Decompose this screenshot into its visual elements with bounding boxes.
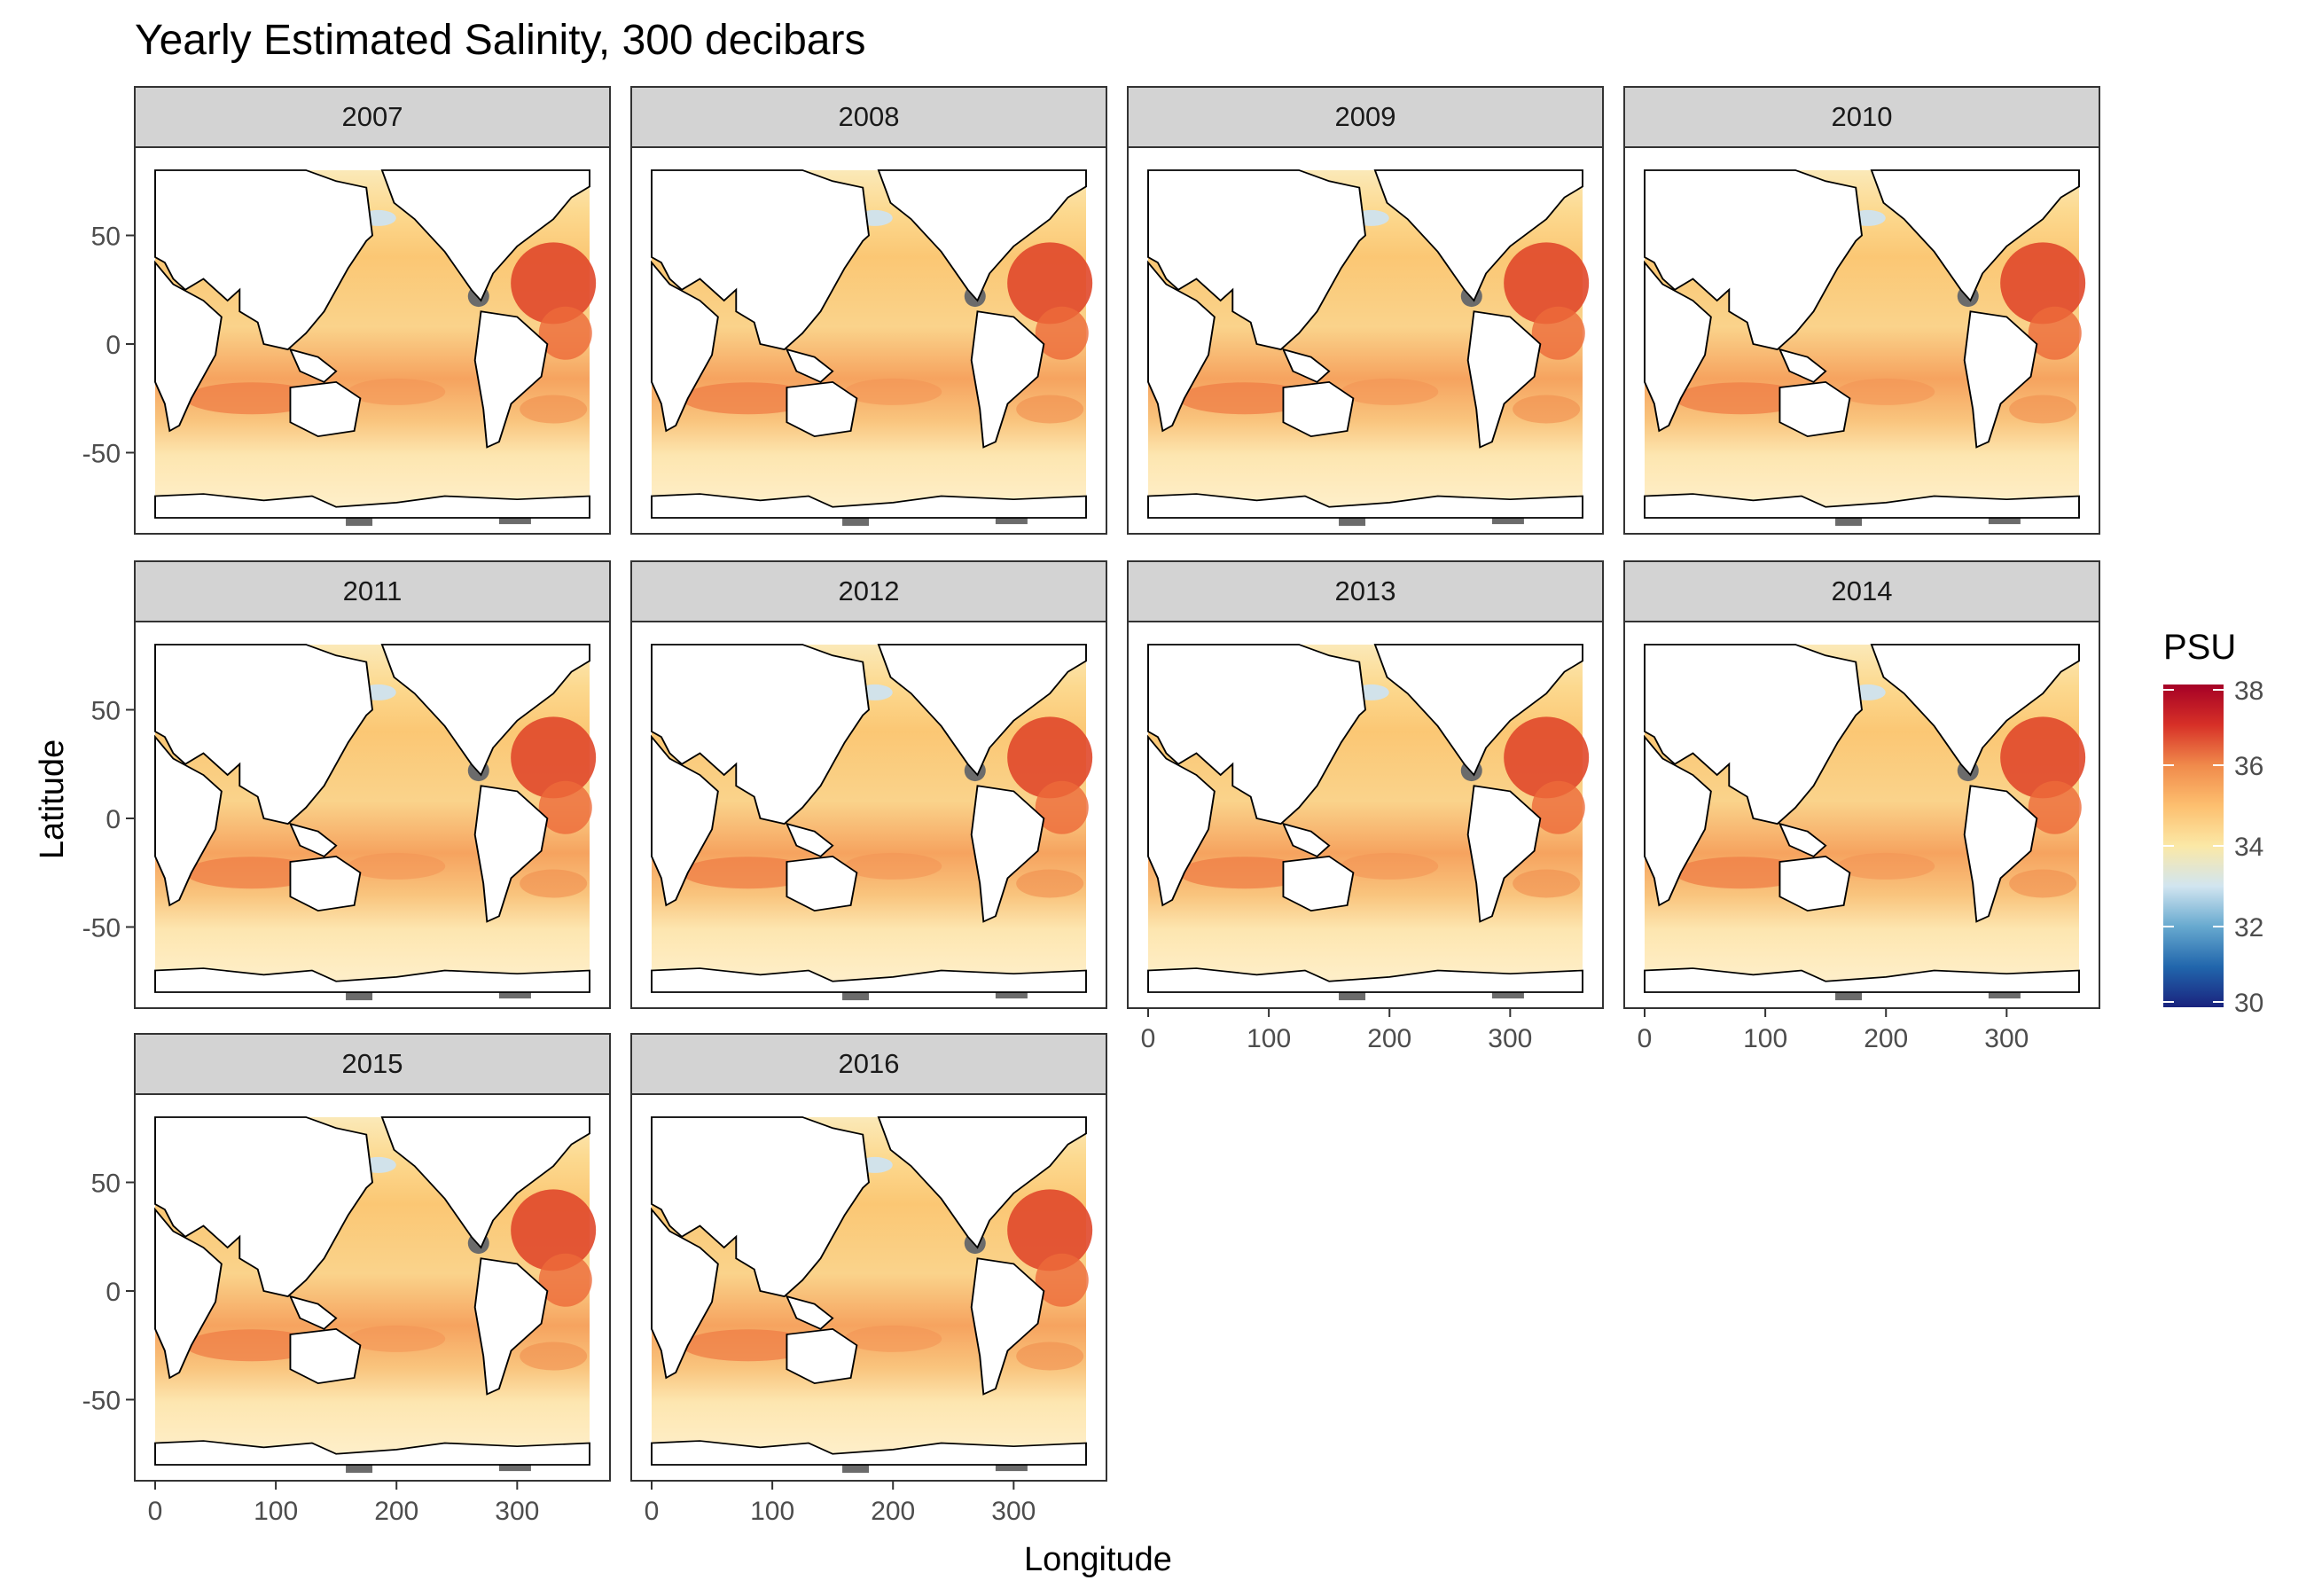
x-tick-label: 200: [1367, 1024, 1411, 1053]
y-tick-label: -50: [82, 1387, 121, 1416]
x-tick-label: 300: [495, 1497, 539, 1526]
legend-tick-label: 38: [2234, 677, 2263, 706]
facet-strip-label: 2008: [839, 101, 900, 132]
facet-strip: [1127, 560, 1604, 622]
y-tick-label: 0: [106, 1278, 121, 1307]
facet-plot-area: [1127, 146, 1604, 535]
facet-strip-label: 2014: [1832, 575, 1893, 606]
facet-panel-2014: 2014 0 100 200 300: [1623, 560, 2100, 1053]
legend-title: PSU: [2163, 628, 2237, 667]
salinity-raster: [651, 644, 1093, 1001]
x-tick-label: 300: [1488, 1024, 1532, 1053]
legend-tick-label: 32: [2234, 913, 2263, 943]
facet-panel-2013: 2013 0 100 200 300: [1127, 560, 1604, 1053]
facet-strip-label: 2009: [1335, 101, 1396, 132]
facet-strip-label: 2007: [342, 101, 403, 132]
x-axis-title: Longitude: [1024, 1541, 1172, 1578]
facet-plot-area: 0 100 200 300: [630, 1093, 1107, 1526]
salinity-raster: [651, 1116, 1093, 1474]
salinity-raster: [154, 1116, 597, 1474]
facet-panel-2011: 2011 50 0 -50: [82, 560, 611, 1009]
facet-strip-label: 2012: [839, 575, 900, 606]
facet-strip-label: 2016: [839, 1048, 900, 1079]
facet-plot-area: [1623, 146, 2100, 535]
y-tick-label: 50: [91, 697, 121, 726]
facet-strip: [1623, 86, 2100, 148]
color-legend: 38 36 34 32 30: [2163, 677, 2263, 1018]
x-tick-label: 100: [1247, 1024, 1291, 1053]
facet-strip-label: 2010: [1832, 101, 1893, 132]
salinity-raster: [154, 644, 597, 1001]
salinity-raster: [1644, 169, 2086, 527]
y-tick-label: -50: [82, 440, 121, 469]
x-tick-label: 300: [991, 1497, 1036, 1526]
x-tick-label: 100: [750, 1497, 794, 1526]
y-tick-label: 0: [106, 805, 121, 834]
x-tick-label: 300: [1984, 1024, 2029, 1053]
chart-title: Yearly Estimated Salinity, 300 decibars: [135, 17, 866, 64]
salinity-raster: [1147, 644, 1590, 1001]
facet-strip: [134, 86, 611, 148]
legend-tick-label: 36: [2234, 752, 2263, 781]
facet-panel-2015: 2015 50 0 -50 0 100 200 300: [82, 1033, 611, 1526]
y-tick-label: 0: [106, 331, 121, 360]
facet-strip-label: 2015: [342, 1048, 403, 1079]
facet-panel-2007: 2007 50 0 -50: [82, 86, 611, 535]
x-tick-label: 100: [1743, 1024, 1787, 1053]
legend-tick-label: 34: [2234, 833, 2263, 862]
salinity-raster: [154, 169, 597, 527]
facet-plot-area: 50 0 -50: [82, 146, 611, 535]
facet-panel-2012: 2012: [630, 560, 1107, 1009]
facet-strip: [630, 1033, 1107, 1095]
x-tick-label: 200: [1864, 1024, 1908, 1053]
salinity-raster: [1644, 644, 2086, 1001]
x-tick-label: 0: [148, 1497, 163, 1526]
x-tick-label: 0: [1638, 1024, 1653, 1053]
facet-plot-area: 50 0 -50: [82, 621, 611, 1009]
facet-plot-area: 0 100 200 300: [1623, 621, 2100, 1053]
facet-panel-2008: 2008: [630, 86, 1107, 535]
legend-tick-label: 30: [2234, 989, 2263, 1018]
facet-panel-2009: 2009: [1127, 86, 1604, 535]
facet-plot-area: 50 0 -50 0 100 200 300: [82, 1093, 611, 1526]
y-tick-label: -50: [82, 914, 121, 943]
facet-panels: 2007 50 0 -50 2008 2009 2010 2011 50 0 -50 2012 2013…: [82, 86, 2100, 1526]
x-tick-label: 100: [254, 1497, 298, 1526]
facet-plot-area: 0 100 200 300: [1127, 621, 1604, 1053]
facet-plot-area: [630, 146, 1107, 535]
facet-strip-label: 2013: [1335, 575, 1396, 606]
salinity-raster: [1147, 169, 1590, 527]
y-tick-label: 50: [91, 223, 121, 252]
facet-panel-2010: 2010: [1623, 86, 2100, 535]
y-tick-label: 50: [91, 1170, 121, 1199]
facet-strip: [1127, 86, 1604, 148]
x-tick-label: 0: [645, 1497, 660, 1526]
facet-panel-2016: 2016 0 100 200 300: [630, 1033, 1107, 1526]
x-tick-label: 0: [1141, 1024, 1156, 1053]
facet-strip-label: 2011: [343, 575, 403, 606]
x-tick-label: 200: [374, 1497, 418, 1526]
facet-strip: [630, 560, 1107, 622]
salinity-raster: [651, 169, 1093, 527]
x-tick-label: 200: [871, 1497, 915, 1526]
facet-plot-area: [630, 621, 1107, 1009]
y-axis-title: Latitude: [34, 739, 72, 860]
